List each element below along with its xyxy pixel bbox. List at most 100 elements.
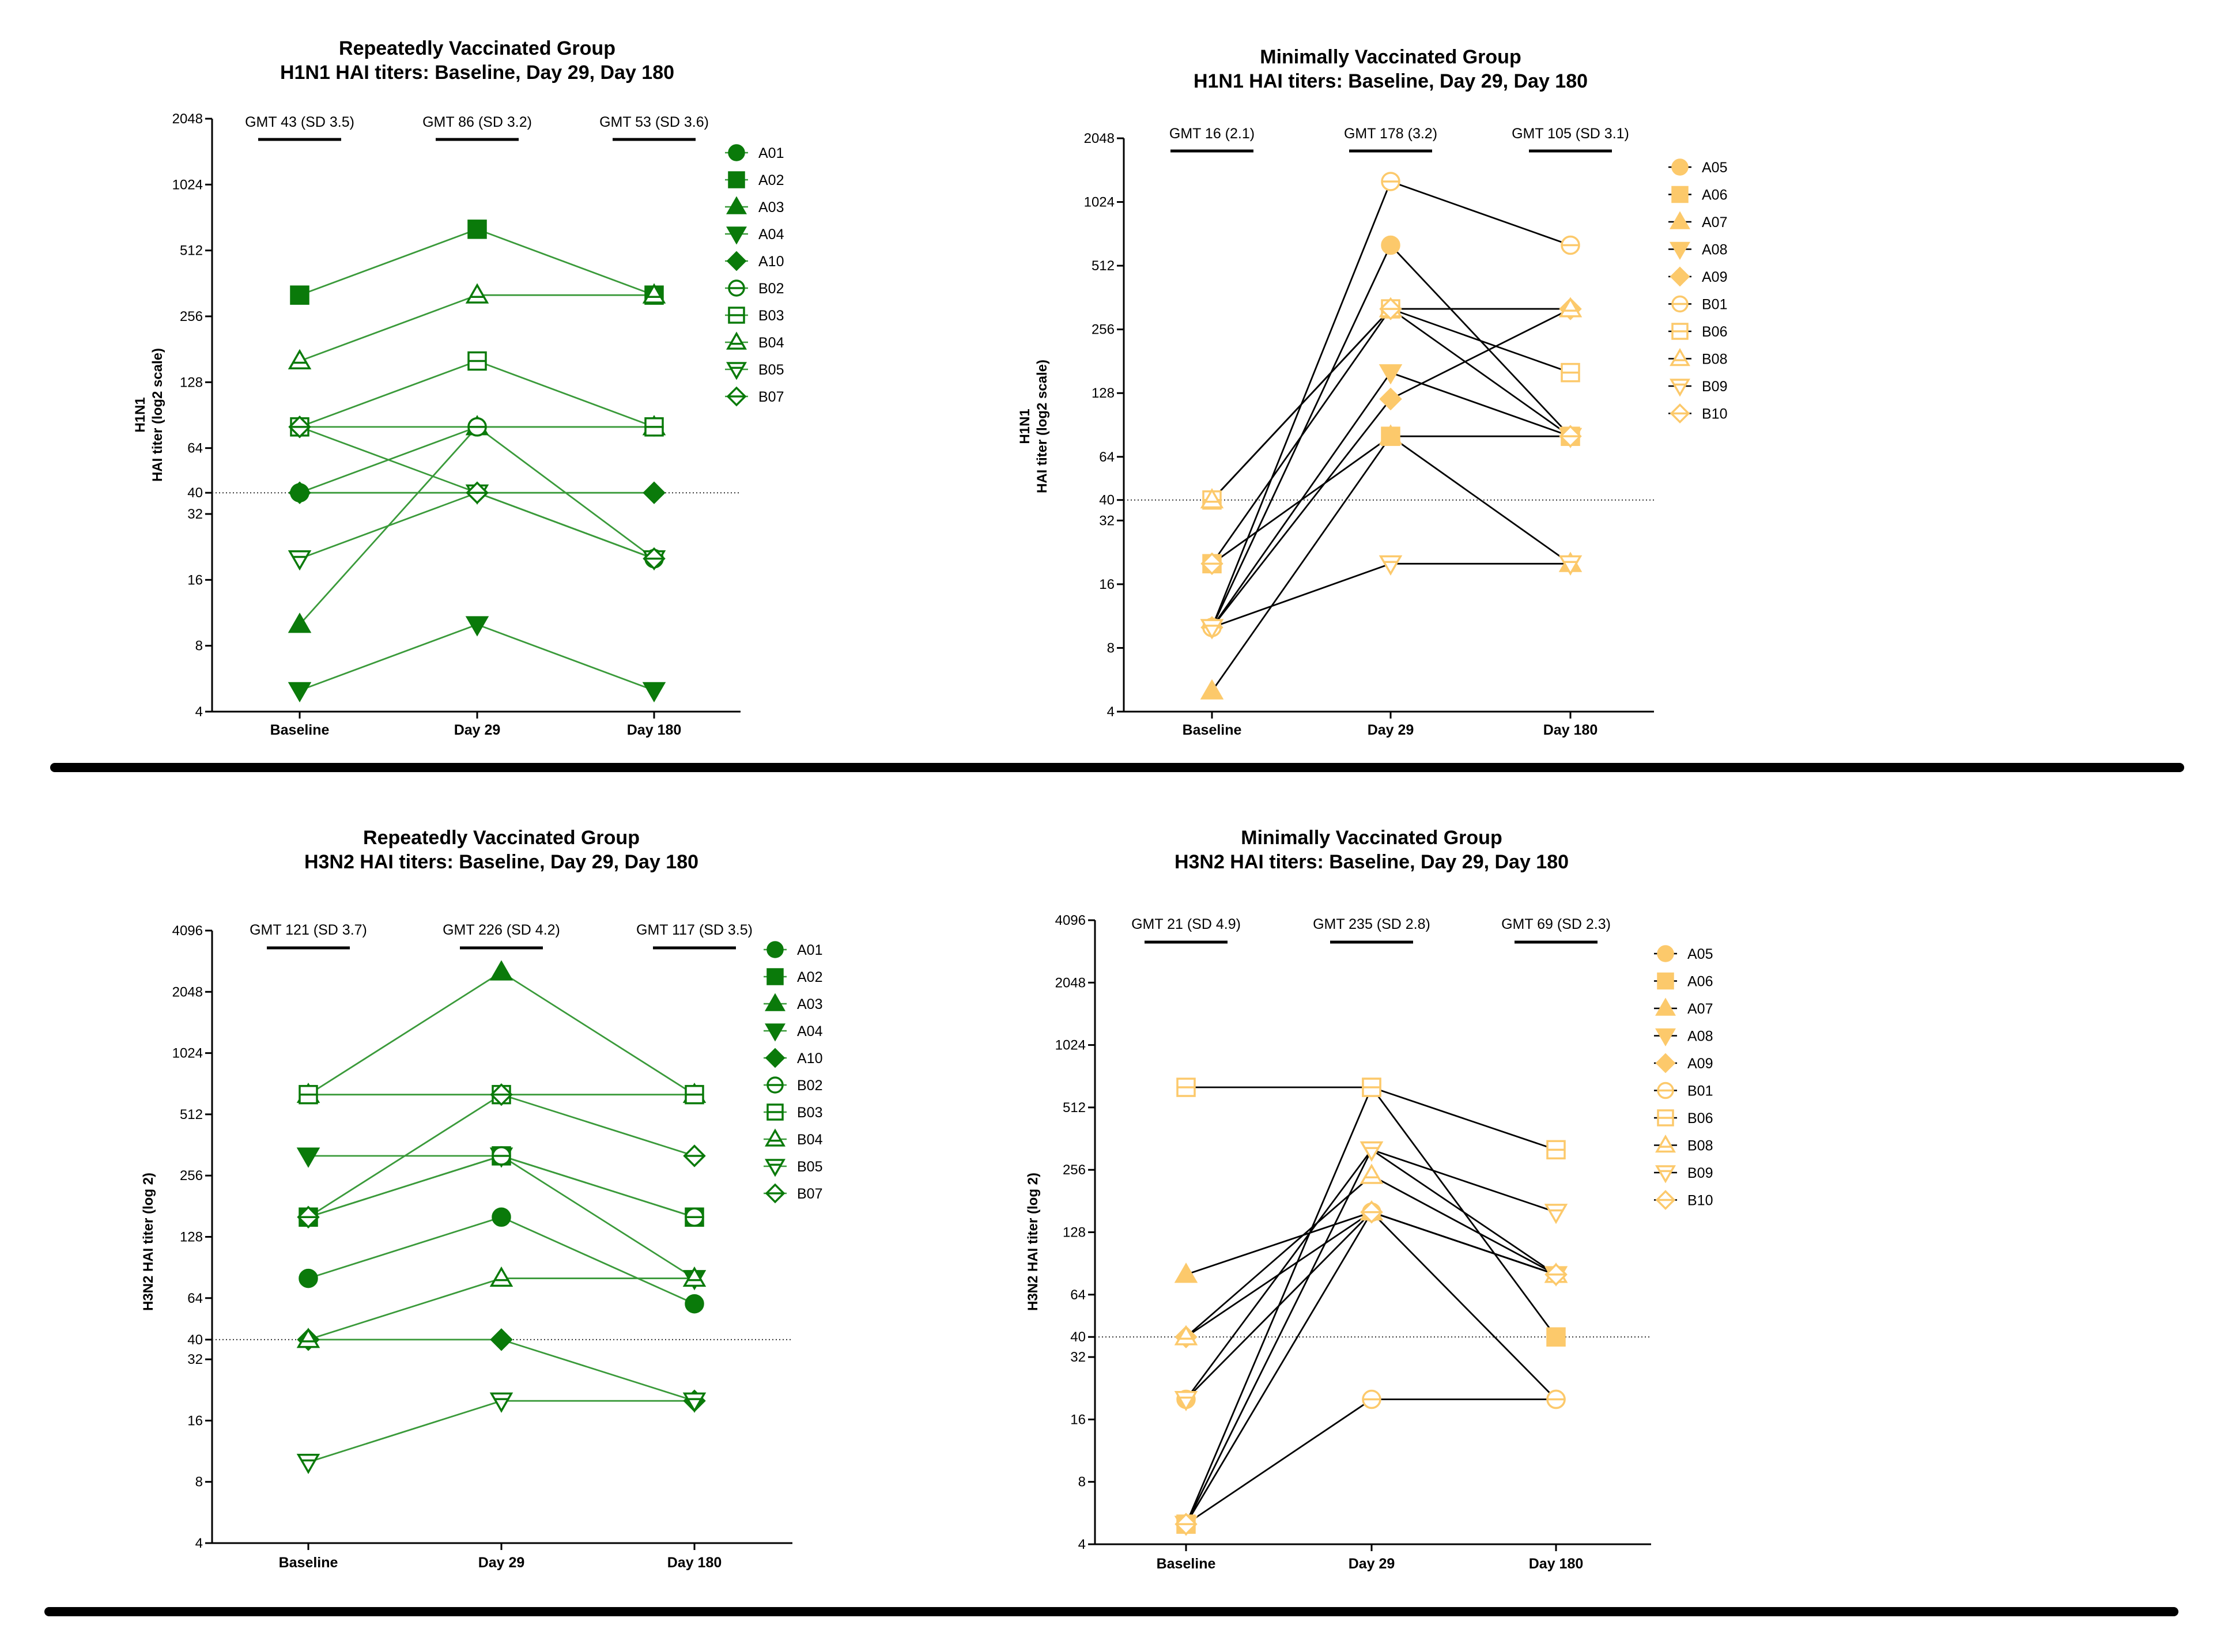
panel-4-legend-marker-a09 <box>1655 1053 1676 1073</box>
panel-3-y-tick-label: 256 <box>180 1168 203 1184</box>
panel-1-legend-item-a10: A10 <box>725 251 784 271</box>
panel-4-y-tick-label: 40 <box>1070 1329 1086 1345</box>
panel-1-x-tick-label: Day 29 <box>454 722 501 738</box>
panel-3-y-axis-title-line: H3N2 HAI titer (log 2) <box>141 1173 156 1311</box>
panel-3-legend-label: A02 <box>797 969 822 985</box>
panel-3-legend-item-a03: A03 <box>764 993 822 1012</box>
panel-1-legend-marker-a03 <box>726 196 747 214</box>
panel-2-point-a07 <box>1200 679 1224 700</box>
panel-4-point-b09 <box>1174 1391 1198 1412</box>
panel-2-y-tick-label: 40 <box>1099 493 1115 508</box>
panel-1-legend-label: B05 <box>758 362 784 378</box>
panel-2-point-b09 <box>1200 619 1224 640</box>
panel-3-point-a10 <box>490 1328 513 1351</box>
panel-2-legend-label: B06 <box>1702 324 1727 340</box>
panel-4-legend-item-b10: B10 <box>1654 1190 1713 1210</box>
panel-2-legend-item-b06: B06 <box>1668 323 1727 340</box>
panel-4-legend-label: A06 <box>1687 974 1713 990</box>
panel-2-legend-marker-a07 <box>1670 211 1690 229</box>
panel-4-gmt-label: GMT 69 (SD 2.3) <box>1501 916 1611 932</box>
panel-2-point-a09 <box>1379 387 1402 411</box>
panel-1-y-tick-label: 8 <box>195 638 203 654</box>
panel-2-y-tick-label: 64 <box>1099 449 1115 465</box>
panel-1-legend-label: A03 <box>758 199 784 216</box>
panel-1-y-tick-label: 16 <box>187 572 203 588</box>
panel-4-x-tick-label: Day 29 <box>1349 1556 1395 1572</box>
panel-2-point-b08 <box>1200 487 1224 509</box>
panel-1-legend-marker-b05 <box>726 362 747 380</box>
panel-2-legend-marker-a08 <box>1670 241 1690 260</box>
panel-4-y-tick-label: 4096 <box>1055 913 1086 928</box>
panel-3-y-tick-label: 512 <box>180 1107 203 1122</box>
panel-2-y-tick-label: 16 <box>1099 577 1115 592</box>
panel-1-point-a04 <box>288 682 312 702</box>
panel-3-legend-label: B04 <box>797 1132 823 1148</box>
panel-2-point-a08 <box>1379 364 1403 385</box>
panel-1-title: Repeatedly Vaccinated Group <box>339 37 615 59</box>
panel-3-point-a03 <box>489 960 513 981</box>
panel-1-point-a02 <box>467 220 487 239</box>
panel-2-legend-marker-a09 <box>1670 266 1690 287</box>
panel-2-legend-item-b10: B10 <box>1668 403 1727 424</box>
panel-1-legend-label: B02 <box>758 281 784 297</box>
panel-1-legend-marker-a01 <box>728 144 745 161</box>
panel-3-y-tick-label: 16 <box>187 1413 203 1428</box>
panel-4-y-tick-label: 512 <box>1063 1100 1086 1116</box>
panel-2-y-tick-label: 32 <box>1099 513 1115 528</box>
panel-2-point-a05 <box>1381 235 1400 255</box>
panel-2-legend-item-a07: A07 <box>1668 211 1727 230</box>
panel-1-y-tick-label: 1024 <box>172 177 203 192</box>
panel-3-point-a01 <box>492 1207 511 1227</box>
panel-4-y-axis-title-line: H3N2 HAI titer (log 2) <box>1025 1173 1041 1311</box>
panel-3-gmt-label: GMT 226 (SD 4.2) <box>443 922 560 938</box>
panel-4-y-tick-label: 2048 <box>1055 975 1086 991</box>
panel-3-subtitle: H3N2 HAI titers: Baseline, Day 29, Day 1… <box>304 851 698 873</box>
panel-1-legend-marker-a04 <box>726 226 747 245</box>
panel-1-y-tick-label: 40 <box>187 485 203 501</box>
panel-3-legend-item-b04: B04 <box>764 1128 823 1148</box>
panel-3-legend-marker-b05 <box>765 1159 785 1177</box>
panel-3-y-tick-label: 64 <box>187 1291 203 1306</box>
panel-2-legend-item-a05: A05 <box>1668 158 1727 176</box>
panel-1-y-axis-title-line: HAI titer (log2 scale) <box>150 348 165 482</box>
panel-3-title: Repeatedly Vaccinated Group <box>363 827 640 849</box>
panel-2-y-tick-label: 128 <box>1092 385 1115 401</box>
panel-1-legend-item-a03: A03 <box>725 196 784 216</box>
panel-1-point-a03 <box>288 613 312 633</box>
panel-3-x-tick-label: Day 180 <box>667 1555 722 1571</box>
panel-4-legend-item-b09: B09 <box>1654 1165 1713 1184</box>
panel-2-legend-marker-b08 <box>1670 348 1690 366</box>
panel-3-legend-item-b07: B07 <box>764 1183 822 1204</box>
panel-2-legend-label: A09 <box>1702 269 1727 285</box>
panel-1-point-a10 <box>643 481 666 504</box>
panel-4-gmt-label: GMT 235 (SD 2.8) <box>1313 916 1430 932</box>
panel-3-legend-item-b03: B03 <box>764 1103 822 1121</box>
panel-3-y-axis-title: H3N2 HAI titer (log 2) <box>141 1173 156 1311</box>
panel-3-point-b04 <box>489 1266 513 1287</box>
panel-3-gmt-label: GMT 117 (SD 3.5) <box>636 922 753 938</box>
panel-2-point-b09 <box>1558 555 1583 576</box>
panel-1-legend-marker-b04 <box>726 331 747 350</box>
panel-1-gmt-label: GMT 53 (SD 3.6) <box>599 114 709 130</box>
panel-3-legend-marker-a10 <box>765 1048 785 1068</box>
panel-3-y-tick-label: 32 <box>187 1352 203 1367</box>
panel-4-legend-marker-a05 <box>1657 945 1674 962</box>
panel-1-point-b04 <box>288 349 312 370</box>
panel-3-x-tick-label: Baseline <box>279 1555 338 1571</box>
panel-2-gmt-label: GMT 16 (2.1) <box>1169 126 1255 142</box>
panel-2-y-tick-label: 8 <box>1107 640 1115 656</box>
panel-1-legend-item-b04: B04 <box>725 331 784 351</box>
panel-4-y-tick-label: 1024 <box>1055 1038 1086 1053</box>
panel-1-legend-label: B03 <box>758 308 784 324</box>
panel-1-x-tick-label: Baseline <box>270 722 330 738</box>
panel-2-point-b09 <box>1379 555 1403 576</box>
panel-2-gmt-label: GMT 105 (SD 3.1) <box>1512 126 1629 142</box>
panel-1-y-tick-label: 4 <box>195 704 203 720</box>
panel-3-legend-item-a01: A01 <box>764 941 822 958</box>
panel-2-legend-label: A07 <box>1702 214 1727 230</box>
panel-3-legend-item-a02: A02 <box>764 968 822 985</box>
